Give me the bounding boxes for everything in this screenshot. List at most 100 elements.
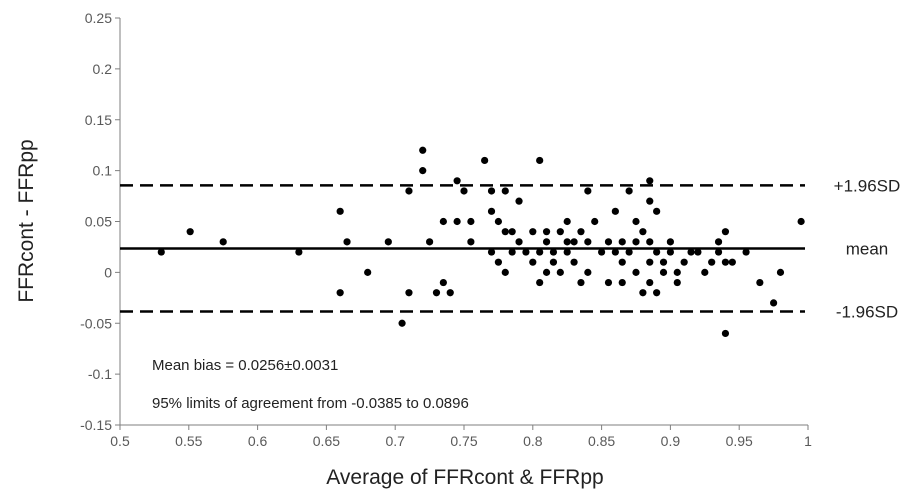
y-tick-label: 0.25: [85, 10, 112, 26]
data-point: [487, 248, 496, 256]
x-axis-title: Average of FFRcont & FFRpp: [326, 466, 603, 489]
data-point: [584, 238, 592, 246]
data-point: [659, 258, 668, 266]
data-point: [529, 258, 537, 266]
x-tick-label: 1: [804, 433, 812, 449]
x-ticks: 0.5 0.55 0.6 0.65 0.7 0.75 0.8 0.85 0.9 0.95 1: [110, 425, 812, 449]
data-point: [501, 187, 509, 195]
data-point: [494, 217, 502, 226]
data-point: [570, 258, 578, 266]
data-point: [714, 248, 723, 256]
data-point: [666, 248, 675, 256]
data-point: [721, 228, 730, 236]
data-point: [797, 217, 805, 226]
y-tick-label: -0.1: [88, 366, 112, 382]
data-point: [536, 278, 544, 287]
data-point: [673, 268, 681, 276]
data-point: [701, 268, 709, 276]
data-point: [646, 278, 654, 287]
mean-label: mean: [846, 239, 889, 258]
reference-lines: +1.96SD mean -1.96SD: [120, 176, 900, 322]
data-point: [563, 238, 571, 246]
data-point: [646, 258, 654, 266]
data-point: [653, 289, 661, 297]
data-point: [515, 238, 523, 246]
data-point: [604, 238, 613, 246]
data-point: [721, 329, 730, 338]
data-point: [295, 248, 303, 256]
data-point: [426, 238, 434, 246]
data-point: [742, 248, 750, 256]
data-point: [186, 228, 194, 236]
data-point: [501, 228, 509, 236]
data-point: [632, 238, 640, 246]
data-point: [336, 289, 344, 297]
data-point: [336, 207, 344, 215]
data-point: [522, 248, 530, 256]
data-point: [632, 217, 640, 226]
data-point: [487, 187, 496, 195]
data-point: [439, 217, 447, 226]
x-tick-label: 0.75: [450, 433, 477, 449]
x-tick-label: 0.95: [726, 433, 753, 449]
data-point: [432, 289, 441, 297]
data-point: [529, 228, 537, 236]
data-point: [598, 248, 606, 256]
x-tick-label: 0.9: [661, 433, 681, 449]
data-point: [556, 268, 564, 276]
lower-limit-label: -1.96SD: [836, 303, 898, 322]
data-point: [453, 217, 461, 226]
data-point: [618, 258, 626, 266]
data-point: [467, 238, 475, 246]
y-tick-label: 0.1: [93, 163, 113, 179]
x-tick-label: 0.7: [385, 433, 405, 449]
data-point: [508, 248, 516, 256]
x-tick-label: 0.8: [523, 433, 543, 449]
x-tick-label: 0.85: [588, 433, 615, 449]
data-point: [157, 248, 165, 256]
data-point: [439, 278, 447, 287]
data-point: [625, 187, 633, 195]
y-tick-label: 0.2: [93, 61, 113, 77]
data-point: [577, 278, 585, 287]
data-point: [666, 238, 675, 246]
data-point: [728, 258, 736, 266]
data-point: [639, 228, 647, 236]
y-tick-label: -0.15: [80, 417, 112, 433]
x-tick-label: 0.55: [175, 433, 202, 449]
data-point: [611, 207, 619, 215]
data-point: [570, 238, 578, 246]
data-point: [770, 299, 778, 307]
data-point: [542, 268, 551, 276]
data-point: [494, 258, 502, 266]
data-point: [487, 207, 496, 215]
data-point: [460, 187, 468, 195]
data-point: [549, 248, 558, 256]
data-point: [646, 197, 654, 205]
data-point: [542, 228, 551, 236]
data-point: [563, 248, 571, 256]
data-point: [618, 238, 626, 246]
x-tick-label: 0.6: [248, 433, 268, 449]
data-point: [343, 238, 351, 246]
data-point: [639, 289, 647, 297]
x-tick-label: 0.65: [313, 433, 340, 449]
y-tick-label: 0: [104, 264, 112, 280]
data-point: [384, 238, 392, 246]
data-point: [536, 156, 544, 165]
data-point: [467, 217, 475, 226]
data-point: [577, 228, 585, 236]
data-point: [481, 156, 489, 165]
data-point: [687, 248, 695, 256]
mean-bias-annotation: Mean bias = 0.0256±0.0031: [152, 357, 338, 374]
data-point: [419, 146, 427, 154]
data-point: [398, 319, 406, 327]
data-point: [542, 238, 551, 246]
data-point: [508, 228, 516, 236]
data-point: [680, 258, 688, 266]
data-point: [646, 238, 654, 246]
data-point: [501, 268, 509, 276]
data-point: [646, 177, 654, 185]
data-point: [659, 268, 668, 276]
